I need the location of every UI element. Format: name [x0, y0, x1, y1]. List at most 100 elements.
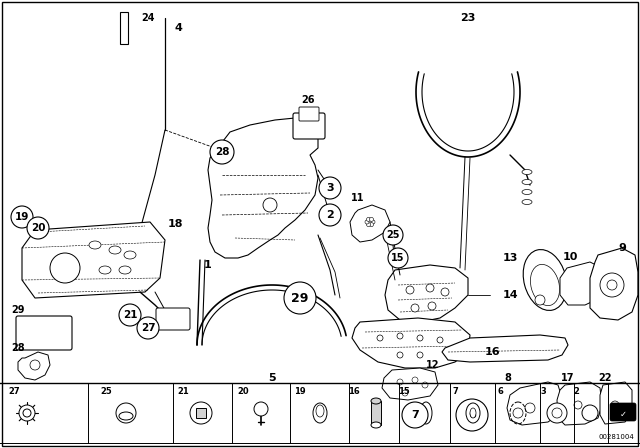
Text: 15: 15 [391, 253, 404, 263]
Ellipse shape [466, 403, 480, 423]
Text: 25: 25 [100, 387, 112, 396]
Text: 1: 1 [204, 260, 212, 270]
Bar [120, 12, 128, 44]
Circle shape [437, 337, 443, 343]
Text: 4: 4 [174, 23, 182, 33]
Bar [371, 401, 381, 425]
Ellipse shape [371, 398, 381, 404]
Polygon shape [600, 382, 632, 424]
Circle shape [23, 409, 31, 417]
Polygon shape [350, 205, 390, 242]
Ellipse shape [367, 223, 371, 227]
Ellipse shape [522, 180, 532, 185]
Text: 20: 20 [31, 223, 45, 233]
Text: 19: 19 [294, 387, 306, 396]
Text: 17: 17 [561, 373, 575, 383]
Circle shape [525, 403, 535, 413]
Circle shape [406, 286, 414, 294]
Polygon shape [442, 335, 568, 362]
Text: 18: 18 [167, 219, 183, 229]
Ellipse shape [89, 241, 101, 249]
Circle shape [535, 295, 545, 305]
Circle shape [417, 352, 423, 358]
Ellipse shape [371, 422, 381, 428]
FancyBboxPatch shape [16, 316, 72, 350]
Ellipse shape [522, 169, 532, 175]
Text: 7: 7 [452, 387, 458, 396]
Circle shape [607, 280, 617, 290]
Text: 00281004: 00281004 [598, 434, 634, 440]
Ellipse shape [523, 250, 567, 310]
Text: 29: 29 [291, 292, 308, 305]
Polygon shape [18, 352, 50, 380]
Circle shape [388, 248, 408, 268]
Text: 2: 2 [326, 210, 334, 220]
Ellipse shape [109, 246, 121, 254]
Ellipse shape [531, 264, 559, 306]
Ellipse shape [367, 217, 371, 221]
Ellipse shape [371, 220, 375, 224]
Polygon shape [385, 265, 468, 322]
FancyBboxPatch shape [293, 113, 325, 139]
Text: 22: 22 [598, 373, 612, 383]
Circle shape [552, 408, 562, 418]
Text: 6: 6 [497, 387, 503, 396]
Ellipse shape [119, 266, 131, 274]
Text: 27: 27 [141, 323, 156, 333]
Ellipse shape [522, 190, 532, 194]
Circle shape [19, 405, 35, 421]
Text: 21: 21 [123, 310, 137, 320]
Text: 16: 16 [484, 347, 500, 357]
Polygon shape [208, 118, 318, 258]
Ellipse shape [369, 217, 374, 221]
Circle shape [284, 282, 316, 314]
Text: 21: 21 [177, 387, 189, 396]
Text: 12: 12 [426, 360, 440, 370]
Text: 2: 2 [573, 387, 579, 396]
Circle shape [137, 317, 159, 339]
Circle shape [210, 140, 234, 164]
Text: 26: 26 [301, 95, 315, 105]
FancyBboxPatch shape [610, 403, 636, 421]
Circle shape [417, 335, 423, 341]
Circle shape [254, 402, 268, 416]
Ellipse shape [369, 223, 374, 227]
Circle shape [513, 408, 523, 418]
Text: 6: 6 [468, 410, 476, 420]
Text: 13: 13 [502, 253, 518, 263]
Circle shape [190, 402, 212, 424]
Text: ✓: ✓ [620, 409, 627, 418]
Text: 10: 10 [563, 252, 578, 262]
Text: 16: 16 [348, 387, 360, 396]
Ellipse shape [99, 266, 111, 274]
Text: 15: 15 [398, 387, 410, 396]
Text: 8: 8 [504, 373, 511, 383]
Circle shape [422, 382, 428, 388]
Circle shape [411, 304, 419, 312]
Circle shape [263, 198, 277, 212]
Text: 14: 14 [502, 290, 518, 300]
Text: 29: 29 [12, 305, 25, 315]
Circle shape [119, 304, 141, 326]
Text: 27: 27 [8, 387, 20, 396]
Text: 25: 25 [387, 230, 400, 240]
Circle shape [582, 405, 598, 421]
Text: 11: 11 [351, 193, 365, 203]
Circle shape [377, 335, 383, 341]
Ellipse shape [365, 220, 369, 224]
Circle shape [397, 333, 403, 339]
FancyBboxPatch shape [156, 308, 190, 330]
Circle shape [426, 284, 434, 292]
Circle shape [319, 177, 341, 199]
Circle shape [319, 204, 341, 226]
Circle shape [412, 377, 418, 383]
Circle shape [547, 403, 567, 423]
Circle shape [611, 401, 619, 409]
Ellipse shape [470, 408, 476, 418]
Ellipse shape [456, 399, 488, 431]
Circle shape [600, 273, 624, 297]
Circle shape [27, 217, 49, 239]
Circle shape [402, 402, 428, 428]
Circle shape [116, 403, 136, 423]
Circle shape [441, 288, 449, 296]
